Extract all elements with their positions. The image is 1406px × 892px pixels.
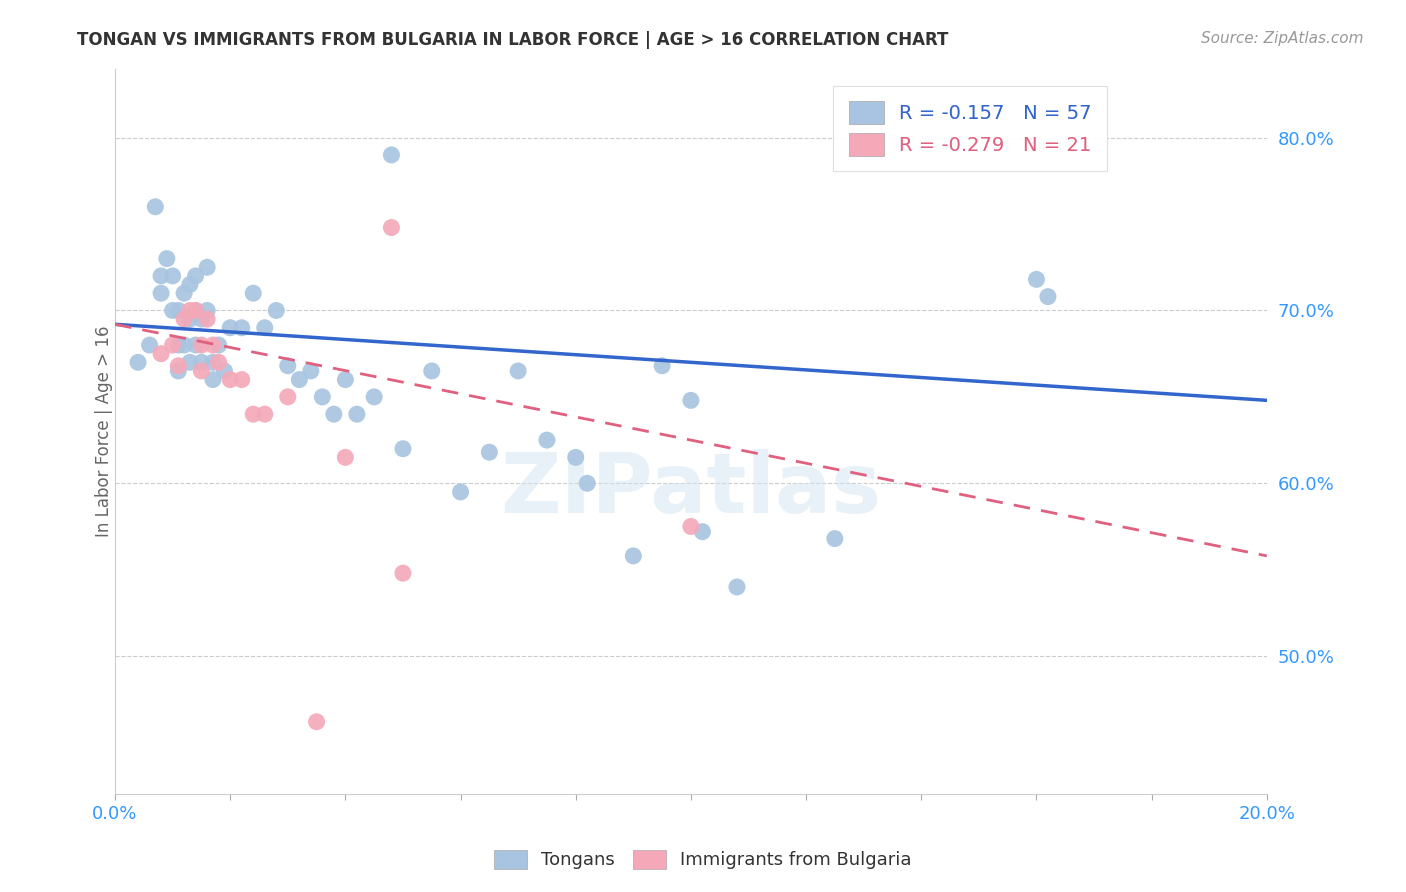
Point <box>138 338 160 352</box>
Point <box>150 268 173 283</box>
Point <box>184 338 207 352</box>
Text: TONGAN VS IMMIGRANTS FROM BULGARIA IN LABOR FORCE | AGE > 16 CORRELATION CHART: TONGAN VS IMMIGRANTS FROM BULGARIA IN LA… <box>77 31 949 49</box>
Text: Source: ZipAtlas.com: Source: ZipAtlas.com <box>1201 31 1364 46</box>
Point <box>576 476 599 491</box>
Point <box>420 364 443 378</box>
Point <box>190 312 212 326</box>
Point <box>150 346 173 360</box>
Point <box>679 393 702 408</box>
Point <box>184 303 207 318</box>
Point <box>305 714 328 729</box>
Point <box>162 338 184 352</box>
Point <box>824 532 846 546</box>
Point <box>173 312 195 326</box>
Point <box>127 355 149 369</box>
Point <box>208 338 231 352</box>
Point <box>651 359 673 373</box>
Point <box>184 303 207 318</box>
Point <box>1025 272 1047 286</box>
Point <box>179 303 201 318</box>
Point <box>195 260 218 275</box>
Point <box>214 364 236 378</box>
Point <box>508 364 530 378</box>
Point <box>173 338 195 352</box>
Point <box>167 359 190 373</box>
Point <box>536 433 558 447</box>
Point <box>167 364 190 378</box>
Point <box>311 390 333 404</box>
Y-axis label: In Labor Force | Age > 16: In Labor Force | Age > 16 <box>96 326 112 537</box>
Point <box>621 549 644 563</box>
Point <box>299 364 322 378</box>
Point <box>231 373 253 387</box>
Point <box>201 373 224 387</box>
Point <box>143 200 166 214</box>
Legend: Tongans, Immigrants from Bulgaria: Tongans, Immigrants from Bulgaria <box>485 841 921 879</box>
Point <box>277 390 299 404</box>
Point <box>179 355 201 369</box>
Point <box>201 355 224 369</box>
Point <box>190 364 212 378</box>
Text: ZIPatlas: ZIPatlas <box>501 449 882 530</box>
Point <box>478 445 501 459</box>
Point <box>184 268 207 283</box>
Point <box>231 320 253 334</box>
Point <box>288 373 311 387</box>
Point <box>195 303 218 318</box>
Point <box>253 320 276 334</box>
Point <box>173 286 195 301</box>
Point <box>156 252 179 266</box>
Point <box>242 407 264 421</box>
Point <box>167 303 190 318</box>
Point <box>346 407 368 421</box>
Point <box>392 442 415 456</box>
Point <box>190 355 212 369</box>
Point <box>335 450 357 465</box>
Point <box>380 220 402 235</box>
Point <box>392 566 415 581</box>
Point <box>162 303 184 318</box>
Point <box>219 320 242 334</box>
Point <box>564 450 586 465</box>
Point <box>179 312 201 326</box>
Point <box>219 373 242 387</box>
Point <box>322 407 344 421</box>
Point <box>450 484 472 499</box>
Point <box>201 338 224 352</box>
Point <box>335 373 357 387</box>
Point <box>162 268 184 283</box>
Point <box>253 407 276 421</box>
Legend: R = -0.157   N = 57, R = -0.279   N = 21: R = -0.157 N = 57, R = -0.279 N = 21 <box>834 86 1108 171</box>
Point <box>264 303 287 318</box>
Point <box>167 338 190 352</box>
Point <box>679 519 702 533</box>
Point <box>380 148 402 162</box>
Point <box>242 286 264 301</box>
Point <box>725 580 748 594</box>
Point <box>150 286 173 301</box>
Point <box>363 390 385 404</box>
Point <box>208 355 231 369</box>
Point <box>692 524 714 539</box>
Point <box>195 312 218 326</box>
Point <box>1036 290 1059 304</box>
Point <box>277 359 299 373</box>
Point <box>179 277 201 292</box>
Point <box>190 338 212 352</box>
